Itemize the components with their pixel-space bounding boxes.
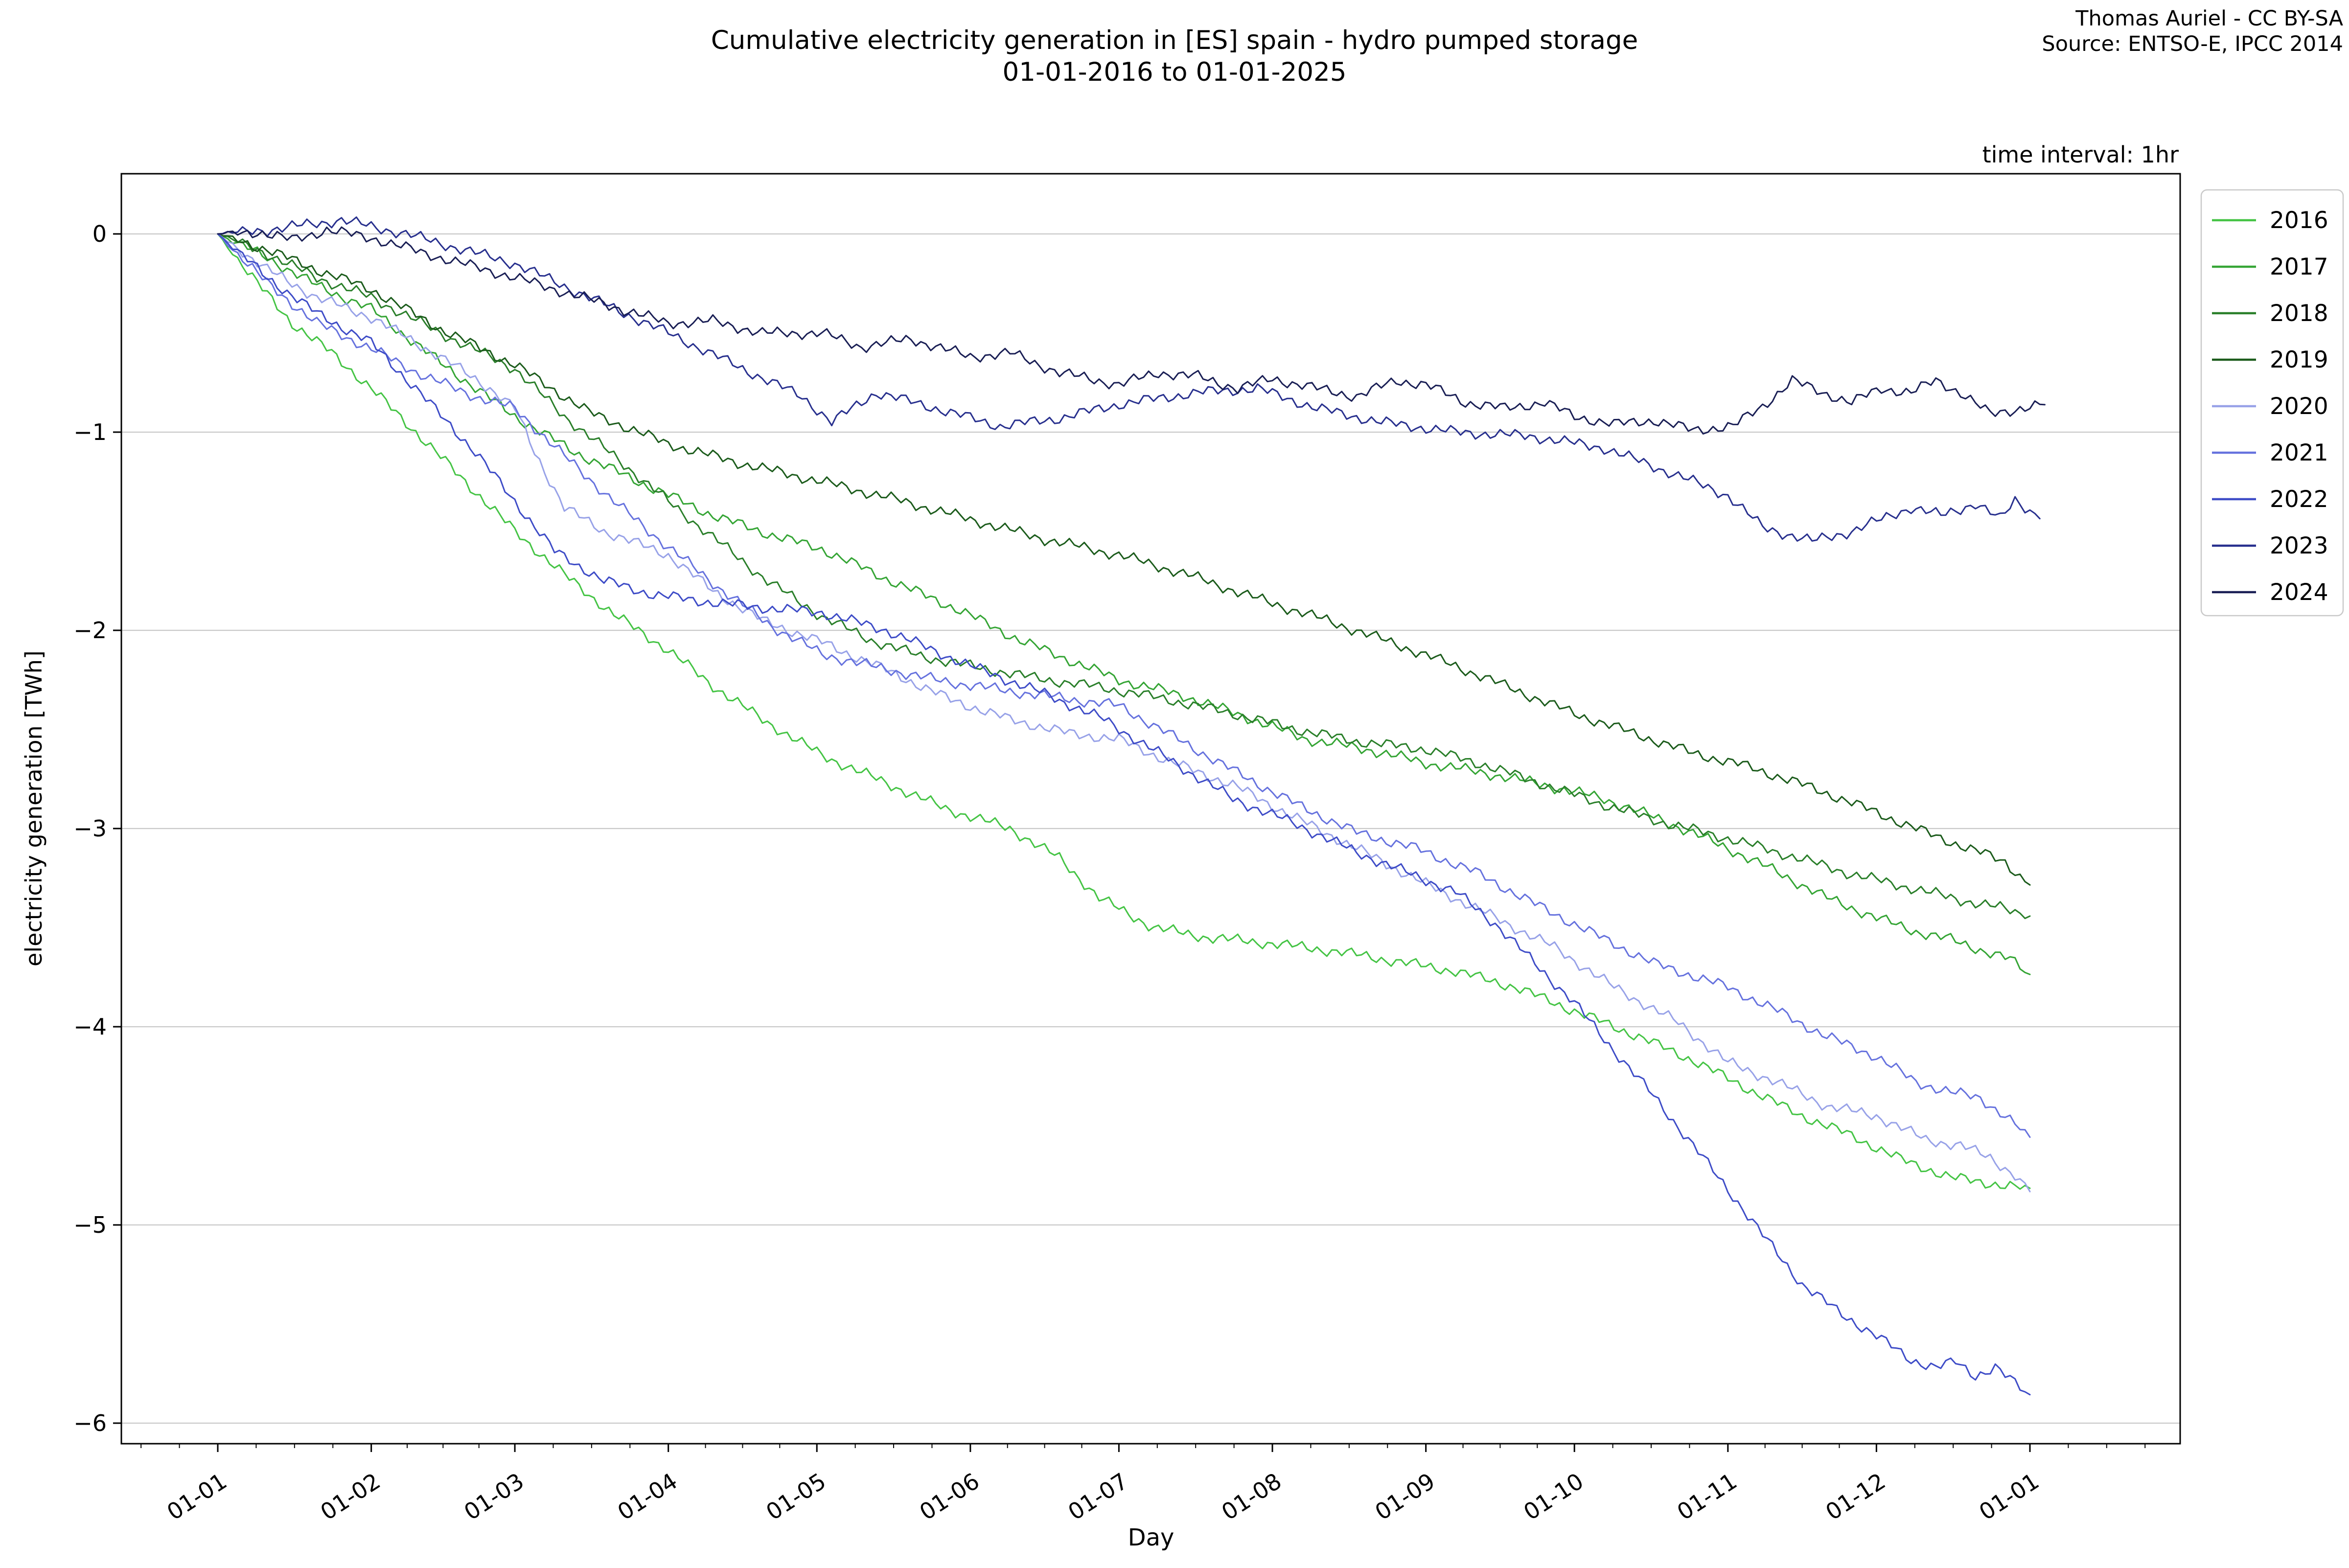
legend-label-2019: 2019 bbox=[2270, 346, 2328, 373]
x-axis-label: Day bbox=[1128, 1524, 1174, 1551]
x-tick-label: 01-02 bbox=[316, 1468, 385, 1525]
legend: 2016 2017 2018 2019 2020 2021 2022 2023 2024 bbox=[2200, 189, 2344, 617]
attribution-source: Source: ENTSO-E, IPCC 2014 bbox=[2042, 32, 2343, 56]
y-tick-label: −5 bbox=[73, 1212, 107, 1238]
x-tick-label: 01-04 bbox=[613, 1468, 682, 1525]
legend-label-2021: 2021 bbox=[2270, 439, 2328, 466]
legend-label-2022: 2022 bbox=[2270, 486, 2328, 513]
series-line-2020 bbox=[217, 233, 2031, 1193]
y-tick-label: −3 bbox=[73, 815, 107, 842]
series-line-2018 bbox=[217, 233, 2031, 920]
legend-label-2017: 2017 bbox=[2270, 254, 2328, 280]
y-tick-label: −4 bbox=[73, 1014, 107, 1040]
series-line-2021 bbox=[217, 233, 2031, 1138]
y-tick-label: −6 bbox=[73, 1410, 107, 1436]
series-line-2019 bbox=[217, 233, 2031, 886]
axes: 0 −1 −2 −3 −4 −5 −6 01-01 01-02 01-03 01-04 01-05 01… bbox=[73, 173, 2181, 1525]
x-tick-label: 01-08 bbox=[1217, 1468, 1286, 1525]
legend-label-2018: 2018 bbox=[2270, 300, 2328, 327]
y-tick-label: 0 bbox=[92, 221, 107, 247]
chart-title-line1: Cumulative electricity generation in [ES… bbox=[711, 25, 1638, 55]
chart-title-line2: 01-01-2016 to 01-01-2025 bbox=[1003, 57, 1347, 87]
legend-label-2024: 2024 bbox=[2270, 579, 2328, 606]
x-tick-label: 01-09 bbox=[1370, 1468, 1440, 1525]
series-line-2016 bbox=[217, 233, 2031, 1190]
series-line-2017 bbox=[217, 233, 2031, 975]
time-interval-note: time interval: 1hr bbox=[1982, 141, 2179, 168]
x-tick-label: 01-01 bbox=[162, 1468, 231, 1525]
series-line-2024 bbox=[217, 226, 2046, 435]
y-tick-label: −1 bbox=[73, 419, 107, 445]
x-tick-label: 01-11 bbox=[1672, 1468, 1742, 1525]
legend-label-2023: 2023 bbox=[2270, 532, 2328, 559]
x-tick-label: 01-12 bbox=[1821, 1468, 1890, 1525]
y-axis-label: electricity generation [TWh] bbox=[21, 650, 47, 967]
attribution-author: Thomas Auriel - CC BY-SA bbox=[2075, 6, 2343, 31]
legend-label-2016: 2016 bbox=[2270, 207, 2328, 234]
series-line-2023 bbox=[217, 216, 2041, 542]
y-tick-label: −2 bbox=[73, 617, 107, 644]
x-tick-label: 01-01 bbox=[1974, 1468, 2044, 1525]
data-series bbox=[217, 216, 2046, 1396]
legend-label-2020: 2020 bbox=[2270, 393, 2328, 420]
series-line-2022 bbox=[217, 233, 2031, 1396]
x-tick-label: 01-07 bbox=[1063, 1468, 1133, 1525]
legend-box bbox=[2200, 189, 2344, 617]
gridlines bbox=[121, 233, 2180, 1424]
x-tick-label: 01-10 bbox=[1519, 1468, 1589, 1525]
x-tick-label: 01-05 bbox=[761, 1468, 831, 1525]
x-tick-label: 01-06 bbox=[915, 1468, 984, 1525]
x-tick-label: 01-03 bbox=[460, 1468, 529, 1525]
